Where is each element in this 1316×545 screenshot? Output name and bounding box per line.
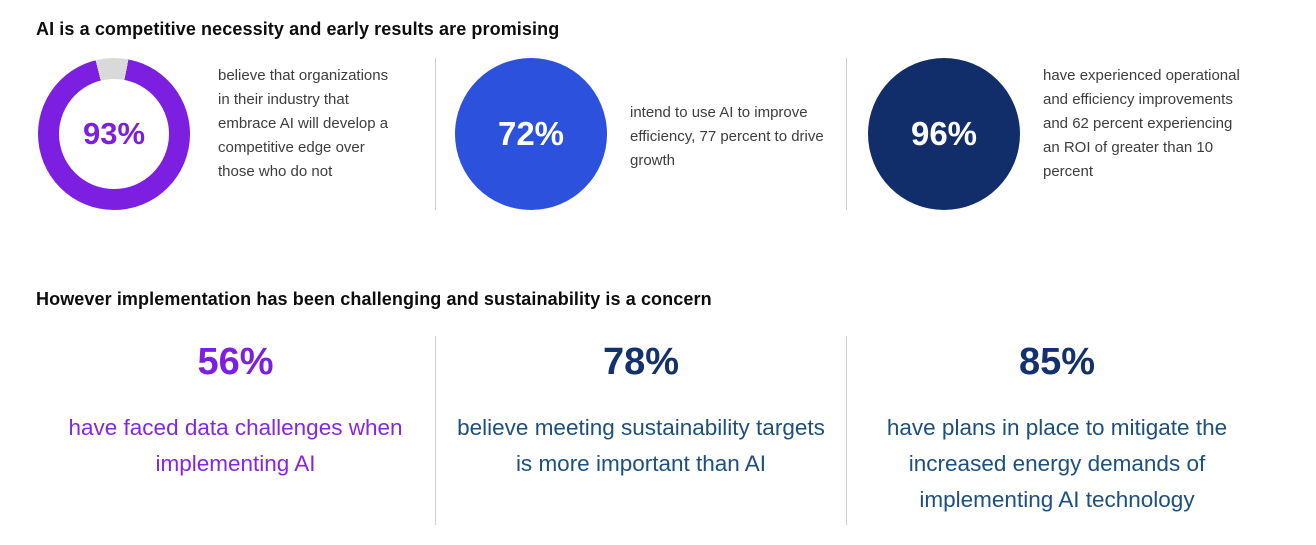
circle-stat-96-percent: 96% (868, 58, 1020, 210)
vertical-divider-top-2 (846, 58, 847, 210)
stat-value-96: 96% (910, 115, 978, 152)
stat-description-85: have plans in place to mitigate the incr… (886, 415, 1228, 512)
stat-description-72: intend to use AI to improve efficiency, … (630, 104, 824, 169)
stat-value-72: 72% (497, 115, 565, 152)
donut-chart-93-percent: 93% (38, 58, 190, 210)
stat-description-96: have experienced operational and efficie… (1043, 67, 1240, 180)
stat-description-78: believe meeting sustainability targets i… (457, 415, 825, 476)
bottom-section-heading: However implementation has been challeng… (36, 289, 712, 309)
circle-stat-72-percent: 72% (455, 58, 607, 210)
stat-value-78: 78% (602, 341, 680, 383)
vertical-divider-top-1 (435, 58, 436, 210)
vertical-divider-bottom-1 (435, 336, 436, 525)
stat-value-93: 93% (82, 116, 146, 151)
stat-value-85: 85% (1018, 341, 1096, 383)
stat-description-56: have faced data challenges when implemen… (68, 415, 403, 476)
top-section-heading: AI is a competitive necessity and early … (36, 19, 560, 39)
bottom-stat-column-85: 85% have plans in place to mitigate the … (847, 341, 1267, 518)
stat-description-93: believe that organizations in their indu… (218, 67, 389, 180)
bottom-stat-column-78: 78% believe meeting sustainability targe… (436, 341, 846, 482)
donut-hole: 93% (59, 79, 169, 189)
stat-value-56: 56% (197, 341, 274, 383)
bottom-stat-column-56: 56% have faced data challenges when impl… (36, 341, 435, 482)
vertical-divider-bottom-2 (846, 336, 847, 525)
